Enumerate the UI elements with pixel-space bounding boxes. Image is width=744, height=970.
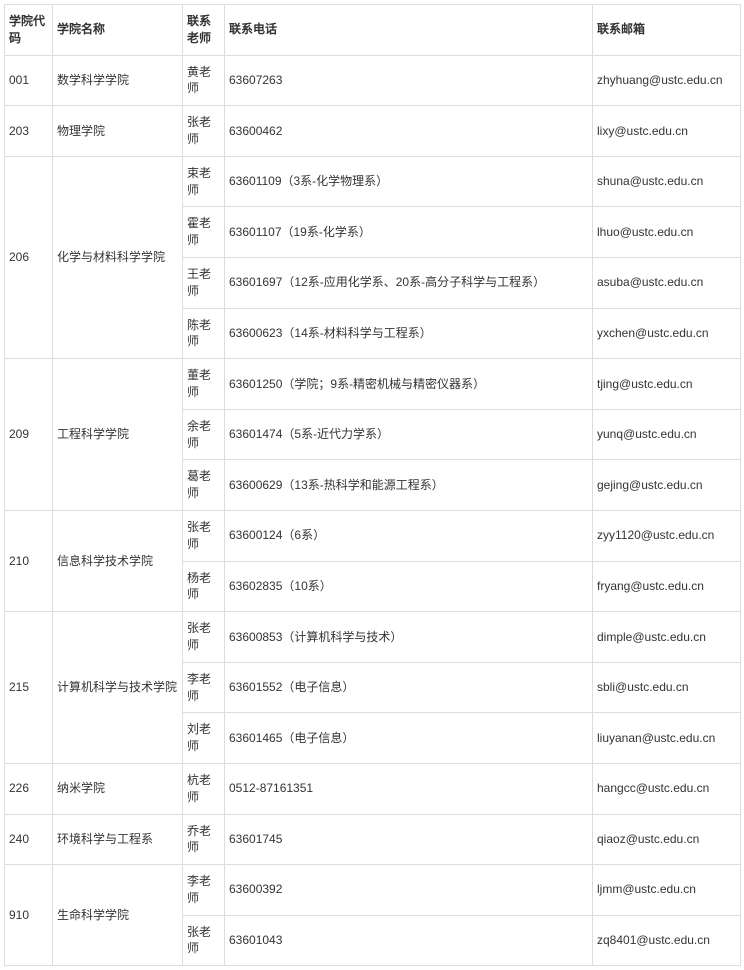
cell-phone: 63600629（13系-热科学和能源工程系） — [225, 460, 593, 511]
table-body: 001数学科学学院黄老师63607263zhyhuang@ustc.edu.cn… — [5, 55, 741, 966]
cell-teacher: 李老师 — [183, 662, 225, 713]
cell-phone: 63600623（14系-材料科学与工程系） — [225, 308, 593, 359]
cell-teacher: 李老师 — [183, 865, 225, 916]
cell-phone: 63601107（19系-化学系） — [225, 207, 593, 258]
cell-name: 信息科学技术学院 — [53, 510, 183, 611]
cell-name: 生命科学学院 — [53, 865, 183, 966]
cell-email: zhyhuang@ustc.edu.cn — [593, 55, 741, 106]
cell-phone: 63601474（5系-近代力学系） — [225, 409, 593, 460]
cell-teacher: 刘老师 — [183, 713, 225, 764]
cell-teacher: 葛老师 — [183, 460, 225, 511]
cell-code: 240 — [5, 814, 53, 865]
table-row: 215计算机科学与技术学院张老师63600853（计算机科学与技术）dimple… — [5, 612, 741, 663]
header-code: 学院代码 — [5, 5, 53, 56]
header-phone: 联系电话 — [225, 5, 593, 56]
cell-code: 209 — [5, 359, 53, 511]
cell-email: yunq@ustc.edu.cn — [593, 409, 741, 460]
cell-phone: 63600853（计算机科学与技术） — [225, 612, 593, 663]
cell-code: 001 — [5, 55, 53, 106]
cell-teacher: 霍老师 — [183, 207, 225, 258]
cell-teacher: 束老师 — [183, 156, 225, 207]
cell-email: zyy1120@ustc.edu.cn — [593, 510, 741, 561]
cell-teacher: 余老师 — [183, 409, 225, 460]
table-row: 206化学与材料科学学院束老师63601109（3系-化学物理系）shuna@u… — [5, 156, 741, 207]
cell-email: dimple@ustc.edu.cn — [593, 612, 741, 663]
cell-email: yxchen@ustc.edu.cn — [593, 308, 741, 359]
cell-teacher: 乔老师 — [183, 814, 225, 865]
cell-phone: 63601552（电子信息） — [225, 662, 593, 713]
cell-name: 物理学院 — [53, 106, 183, 157]
table-row: 209工程科学学院董老师63601250（学院；9系-精密机械与精密仪器系）tj… — [5, 359, 741, 410]
cell-code: 910 — [5, 865, 53, 966]
table-row: 001数学科学学院黄老师63607263zhyhuang@ustc.edu.cn — [5, 55, 741, 106]
cell-phone: 63600124（6系） — [225, 510, 593, 561]
cell-phone: 63600392 — [225, 865, 593, 916]
header-teacher: 联系老师 — [183, 5, 225, 56]
cell-phone: 63601043 — [225, 915, 593, 966]
cell-phone: 63601250（学院；9系-精密机械与精密仪器系） — [225, 359, 593, 410]
cell-phone: 0512-87161351 — [225, 763, 593, 814]
header-email: 联系邮箱 — [593, 5, 741, 56]
cell-teacher: 王老师 — [183, 257, 225, 308]
table-row: 910生命科学学院李老师63600392ljmm@ustc.edu.cn — [5, 865, 741, 916]
cell-code: 210 — [5, 510, 53, 611]
cell-name: 纳米学院 — [53, 763, 183, 814]
cell-email: liuyanan@ustc.edu.cn — [593, 713, 741, 764]
cell-teacher: 张老师 — [183, 510, 225, 561]
table-row: 203物理学院张老师63600462lixy@ustc.edu.cn — [5, 106, 741, 157]
cell-teacher: 张老师 — [183, 106, 225, 157]
cell-name: 环境科学与工程系 — [53, 814, 183, 865]
cell-email: lhuo@ustc.edu.cn — [593, 207, 741, 258]
cell-teacher: 张老师 — [183, 915, 225, 966]
cell-teacher: 陈老师 — [183, 308, 225, 359]
cell-email: hangcc@ustc.edu.cn — [593, 763, 741, 814]
cell-teacher: 黄老师 — [183, 55, 225, 106]
cell-phone: 63601745 — [225, 814, 593, 865]
header-name: 学院名称 — [53, 5, 183, 56]
cell-phone: 63601465（电子信息） — [225, 713, 593, 764]
cell-code: 203 — [5, 106, 53, 157]
cell-email: qiaoz@ustc.edu.cn — [593, 814, 741, 865]
cell-code: 206 — [5, 156, 53, 358]
cell-email: sbli@ustc.edu.cn — [593, 662, 741, 713]
cell-email: tjing@ustc.edu.cn — [593, 359, 741, 410]
cell-phone: 63607263 — [225, 55, 593, 106]
cell-email: fryang@ustc.edu.cn — [593, 561, 741, 612]
cell-email: gejing@ustc.edu.cn — [593, 460, 741, 511]
table-row: 226纳米学院杭老师0512-87161351hangcc@ustc.edu.c… — [5, 763, 741, 814]
cell-email: asuba@ustc.edu.cn — [593, 257, 741, 308]
cell-name: 工程科学学院 — [53, 359, 183, 511]
cell-email: lixy@ustc.edu.cn — [593, 106, 741, 157]
cell-code: 226 — [5, 763, 53, 814]
table-row: 240环境科学与工程系乔老师63601745qiaoz@ustc.edu.cn — [5, 814, 741, 865]
cell-teacher: 张老师 — [183, 612, 225, 663]
cell-email: ljmm@ustc.edu.cn — [593, 865, 741, 916]
cell-code: 215 — [5, 612, 53, 764]
table-row: 210信息科学技术学院张老师63600124（6系）zyy1120@ustc.e… — [5, 510, 741, 561]
cell-phone: 63601697（12系-应用化学系、20系-高分子科学与工程系） — [225, 257, 593, 308]
cell-phone: 63601109（3系-化学物理系） — [225, 156, 593, 207]
cell-phone: 63600462 — [225, 106, 593, 157]
cell-name: 数学科学学院 — [53, 55, 183, 106]
cell-email: shuna@ustc.edu.cn — [593, 156, 741, 207]
cell-name: 化学与材料科学学院 — [53, 156, 183, 358]
header-row: 学院代码 学院名称 联系老师 联系电话 联系邮箱 — [5, 5, 741, 56]
cell-teacher: 杭老师 — [183, 763, 225, 814]
cell-teacher: 董老师 — [183, 359, 225, 410]
cell-phone: 63602835（10系） — [225, 561, 593, 612]
college-contact-table: 学院代码 学院名称 联系老师 联系电话 联系邮箱 001数学科学学院黄老师636… — [4, 4, 741, 966]
cell-name: 计算机科学与技术学院 — [53, 612, 183, 764]
cell-teacher: 杨老师 — [183, 561, 225, 612]
cell-email: zq8401@ustc.edu.cn — [593, 915, 741, 966]
